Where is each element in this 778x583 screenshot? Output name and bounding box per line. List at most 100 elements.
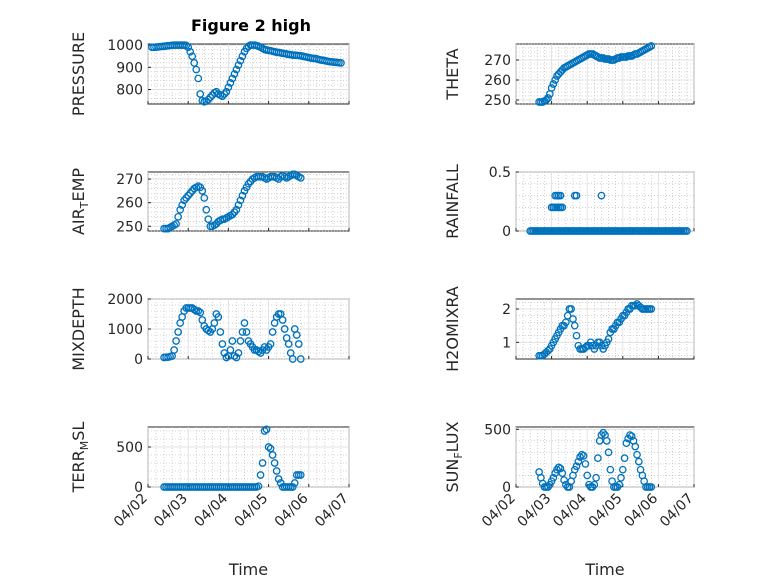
data-point: [264, 443, 273, 451]
data-point: [544, 94, 552, 102]
data-point: [238, 328, 247, 336]
data-point: [194, 74, 203, 83]
data-point: [572, 191, 581, 200]
data-point: [218, 340, 227, 348]
y-tick-label: 500: [484, 422, 511, 438]
y-tick-label: 0: [502, 480, 511, 496]
plot-area: [515, 43, 695, 105]
y-axis-label: TERRMSL: [69, 422, 91, 494]
y-tick-label: 0: [502, 224, 511, 240]
data-point: [631, 442, 640, 451]
data-point: [604, 448, 613, 457]
data-point: [278, 316, 287, 324]
data-point: [284, 340, 293, 348]
y-tick-label: 260: [116, 196, 143, 212]
data-point: [192, 65, 201, 74]
data-point: [174, 212, 182, 221]
y-axis-label: PRESSURE: [69, 32, 88, 116]
data-point: [288, 355, 297, 363]
y-tick-label: 250: [484, 93, 511, 109]
data-point: [280, 325, 289, 333]
y-axis-label: RAINFALL: [443, 164, 462, 239]
data-point: [622, 439, 631, 448]
plot-area: [515, 298, 695, 360]
data-point: [186, 189, 195, 198]
data-point: [234, 61, 243, 69]
data-point: [190, 305, 199, 314]
data-point: [547, 84, 556, 92]
data-point: [210, 319, 219, 327]
x-tick-label: 04/07: [312, 491, 352, 531]
data-point: [236, 337, 245, 345]
subplot-2: 250 260 270 THETA: [443, 42, 695, 109]
data-point: [236, 56, 245, 65]
data-point: [647, 483, 656, 491]
data-point: [204, 326, 213, 335]
data-point: [230, 208, 239, 216]
data-point: [647, 305, 656, 313]
data-point: [184, 43, 193, 52]
data-point: [618, 465, 627, 474]
y-tick-label: 250: [116, 219, 143, 235]
x-tick-label: 04/05: [586, 491, 626, 531]
data-point: [182, 41, 191, 50]
data-point: [572, 331, 581, 340]
y-tick-label: 900: [116, 60, 143, 76]
data-point: [196, 308, 205, 317]
data-point: [268, 451, 277, 459]
data-point: [556, 191, 565, 200]
subplot-3: 250 260 270 AIRTEMP: [69, 168, 350, 235]
y-tick-label: 1: [502, 335, 511, 351]
data-point: [560, 476, 568, 484]
y-tick-label: 270: [116, 172, 143, 188]
subplot-7: 0 500 04/02 04/03 04/04 04/05 04/06 04/07 TERRMS…: [69, 422, 352, 579]
plot-area: [515, 171, 695, 232]
data-point: [206, 93, 215, 102]
data-point: [194, 307, 203, 315]
data-point: [186, 47, 195, 56]
y-axis-label: THETA: [443, 48, 462, 100]
y-tick-label: 1000: [107, 38, 143, 54]
y-axis-label: AIRTEMP: [69, 168, 91, 235]
subplot-4: 0 0.5 RAINFALL: [443, 164, 695, 240]
data-point: [569, 315, 577, 323]
data-point: [549, 473, 558, 482]
data-point: [592, 473, 600, 482]
subplot-6: 1 2 H2OMIXRA: [443, 286, 695, 372]
x-tick-label: 04/05: [232, 491, 272, 531]
data-point: [606, 465, 615, 474]
y-tick-label: 800: [116, 83, 143, 99]
data-point: [583, 471, 592, 480]
data-point: [260, 427, 269, 435]
data-point: [266, 340, 275, 348]
data-point: [238, 191, 247, 200]
y-axis-label: SUNFLUX: [443, 421, 465, 492]
data-point: [574, 457, 583, 466]
data-point: [176, 205, 185, 214]
plot-area: [147, 426, 350, 488]
data-point: [337, 59, 345, 67]
data-point: [258, 459, 267, 467]
data-point: [216, 328, 225, 336]
subplot-5: 0 1000 2000 MIXDEPTH: [69, 287, 350, 371]
y-tick-label: 2000: [107, 292, 143, 308]
data-point: [214, 313, 223, 321]
data-point: [204, 95, 213, 104]
y-axis-label: MIXDEPTH: [69, 287, 88, 370]
data-point: [240, 319, 249, 327]
data-point: [274, 475, 283, 483]
data-point: [254, 482, 263, 491]
y-tick-label: 2: [502, 302, 511, 318]
data-point: [232, 65, 241, 74]
x-tick-label: 04/03: [151, 491, 191, 531]
data-point: [222, 87, 231, 96]
data-point: [228, 337, 237, 345]
x-tick-label: 04/04: [191, 490, 231, 530]
data-point: [256, 471, 265, 479]
data-point: [182, 194, 191, 202]
data-point: [238, 52, 247, 61]
data-point: [544, 346, 552, 355]
x-tick-label: 04/04: [550, 490, 590, 530]
data-point: [604, 335, 613, 343]
